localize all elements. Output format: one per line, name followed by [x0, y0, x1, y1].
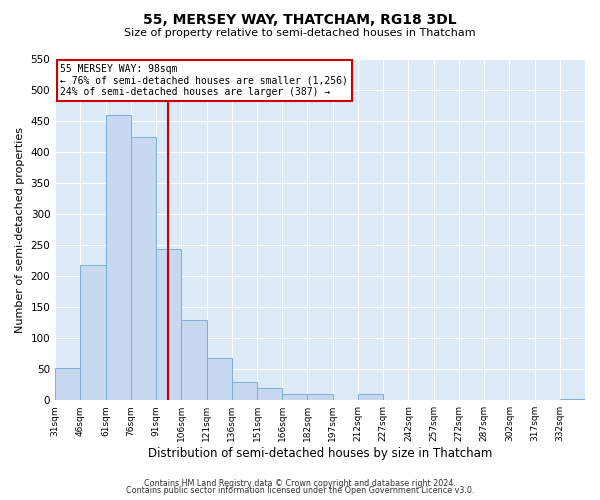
Text: 55, MERSEY WAY, THATCHAM, RG18 3DL: 55, MERSEY WAY, THATCHAM, RG18 3DL [143, 12, 457, 26]
Bar [80, 265, 106, 400]
Bar [156, 250, 181, 400]
Bar [206, 358, 232, 400]
Bar [55, 368, 80, 400]
Bar [358, 394, 383, 400]
X-axis label: Distribution of semi-detached houses by size in Thatcham: Distribution of semi-detached houses by … [148, 447, 492, 460]
Bar [232, 382, 257, 400]
Text: 55 MERSEY WAY: 98sqm
← 76% of semi-detached houses are smaller (1,256)
24% of se: 55 MERSEY WAY: 98sqm ← 76% of semi-detac… [61, 64, 349, 98]
Bar [106, 115, 131, 400]
Text: Size of property relative to semi-detached houses in Thatcham: Size of property relative to semi-detach… [124, 28, 476, 38]
Bar [282, 394, 307, 400]
Bar [131, 136, 156, 400]
Bar [181, 320, 206, 400]
Y-axis label: Number of semi-detached properties: Number of semi-detached properties [15, 126, 25, 332]
Bar [307, 394, 332, 400]
Bar [257, 388, 282, 400]
Bar [560, 399, 585, 400]
Text: Contains public sector information licensed under the Open Government Licence v3: Contains public sector information licen… [126, 486, 474, 495]
Text: Contains HM Land Registry data © Crown copyright and database right 2024.: Contains HM Land Registry data © Crown c… [144, 478, 456, 488]
